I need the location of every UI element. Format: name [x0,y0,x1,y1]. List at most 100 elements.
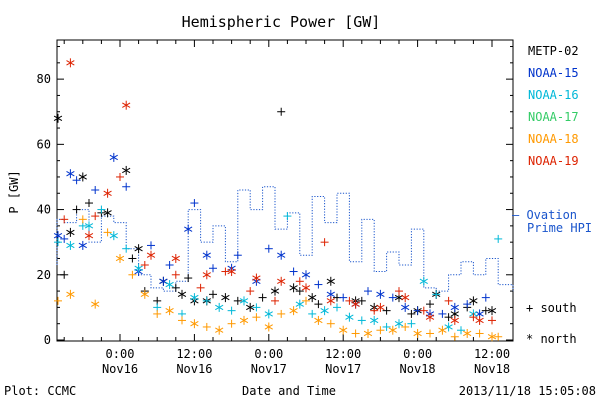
north-point-arm [134,265,143,271]
plot-timestamp: 2013/11/18 15:05:08 [459,384,596,398]
north-point-arm [66,291,75,298]
north-point-arm [252,275,261,281]
north-point-arm [146,252,156,258]
north-point-arm [140,291,149,298]
north-point [301,283,311,293]
south-point [364,287,372,296]
south-point [302,296,310,305]
north-point-arm [190,321,199,327]
south-point [407,319,416,328]
south-point [444,313,453,322]
north-point-arm [78,242,87,249]
plot-frame [56,39,514,342]
north-point [487,306,497,316]
north-point-arm [413,330,422,337]
north-point [84,221,94,231]
north-point-arm [401,294,410,301]
north-point-arm [326,278,335,284]
north-point [122,165,131,175]
north-point-arm [394,321,404,327]
south-point [320,238,329,247]
south-point [376,326,385,335]
north-point [140,289,149,299]
north-point [370,315,379,325]
north-point [66,240,75,250]
south-point [494,234,503,243]
south-point [91,212,100,221]
north-point-arm [184,226,193,232]
north-point [326,276,335,286]
south-point [54,238,62,247]
x-axis-label: Date and Time [242,384,336,398]
north-point [450,315,459,325]
north-point [190,293,199,303]
south-point [277,107,286,116]
y-tick-label: 80 [37,72,51,86]
north-point-arm [450,304,459,311]
north-point [301,270,311,280]
north-point [345,312,354,322]
south-point [72,205,81,214]
north-point [463,328,472,338]
north-point-arm [227,268,236,275]
north-point [78,172,87,182]
north-point-arm [425,314,435,320]
north-point [146,250,156,260]
north-point [487,332,497,342]
north-point-arm [444,324,453,330]
north-point [66,169,75,179]
north-point [177,289,187,299]
north-point [66,289,75,299]
north-point [277,276,286,286]
north-point-arm [202,252,211,258]
south-point [494,332,503,341]
south-point [246,287,255,296]
chart-title: Hemispheric Power [GW] [182,13,381,31]
south-point [481,306,490,315]
north-point [134,263,143,273]
legend-ovation-line1: – Ovation [512,208,577,222]
south-point [271,296,279,305]
north-point-arm [91,301,100,307]
north-point [450,302,459,312]
south-point [264,244,273,253]
legend-ovation-line2: Prime HPI [527,221,592,235]
south-point [202,296,211,305]
south-point [196,283,205,292]
north-point-arm [165,307,174,314]
south-point [72,176,81,185]
north-point [320,306,329,316]
south-point [339,293,348,302]
south-point [326,319,335,328]
x-tick-time: 12:00 [176,347,212,361]
north-point [202,250,211,260]
north-point-arm [53,115,63,121]
y-axis-label: P [GW] [7,170,21,213]
south-point [103,228,112,237]
south-point [122,244,131,253]
north-point-arm [103,210,112,216]
north-point-arm [122,102,131,108]
x-tick-time: 0:00 [254,347,283,361]
south-point [91,186,100,194]
north-point-arm [84,223,94,229]
south-point [357,296,366,305]
north-point-arm [438,327,447,333]
south-point [382,306,391,315]
south-point [351,329,360,338]
south-point [54,296,62,305]
north-point-arm [469,298,478,304]
south-point [190,199,199,208]
south-point [165,261,174,269]
south-point [227,306,236,315]
north-point [394,319,404,329]
north-point [264,322,273,332]
south-point [171,270,180,279]
north-point [252,273,261,283]
south-point [444,296,453,305]
north-point [66,58,75,68]
north-point [339,325,348,335]
south-point [140,261,149,269]
north-point-arm [401,304,410,311]
south-point [463,300,472,309]
